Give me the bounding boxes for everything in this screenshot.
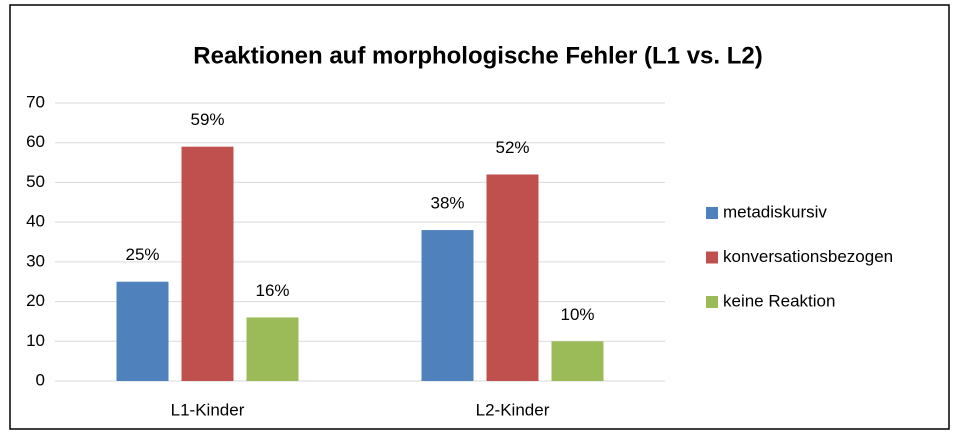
y-tick-label: 0 <box>36 370 45 389</box>
legend-swatch <box>706 207 718 219</box>
data-label: 10% <box>560 305 594 324</box>
bar <box>421 230 474 381</box>
y-tick-label: 40 <box>26 212 45 231</box>
bar <box>486 174 539 381</box>
x-tick-label: L1-Kinder <box>171 400 245 419</box>
legend-swatch <box>706 296 718 308</box>
y-tick-label: 70 <box>26 92 45 111</box>
bar <box>181 146 234 381</box>
legend-label: keine Reaktion <box>723 291 835 310</box>
y-tick-label: 60 <box>26 132 45 151</box>
bar <box>246 317 299 381</box>
y-tick-label: 10 <box>26 331 45 350</box>
data-label: 25% <box>125 245 159 264</box>
data-label: 59% <box>190 110 224 129</box>
legend-label: metadiskursiv <box>723 202 827 221</box>
y-tick-label: 30 <box>26 251 45 270</box>
data-label: 52% <box>495 138 529 157</box>
data-label: 38% <box>430 194 464 213</box>
legend-label: konversationsbezogen <box>723 247 893 266</box>
y-tick-label: 20 <box>26 291 45 310</box>
bar <box>116 281 169 381</box>
bar <box>551 341 604 381</box>
y-tick-label: 50 <box>26 172 45 191</box>
data-label: 16% <box>255 281 289 300</box>
x-tick-label: L2-Kinder <box>476 400 550 419</box>
chart-title: Reaktionen auf morphologische Fehler (L1… <box>193 42 762 69</box>
legend-swatch <box>706 251 718 264</box>
